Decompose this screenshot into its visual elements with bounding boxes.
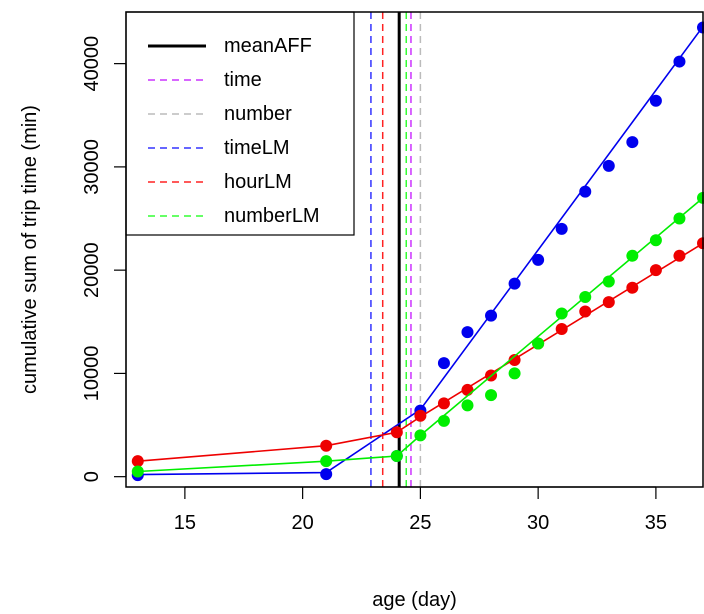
series-0-point-11	[602, 159, 615, 172]
y-tick-label-1: 10000	[81, 346, 103, 402]
series-1-point-3	[414, 409, 427, 422]
legend-label-2: number	[224, 103, 292, 125]
series-2-point-7	[508, 367, 521, 380]
series-0-point-5	[461, 326, 474, 339]
series-1-point-14	[673, 249, 686, 262]
series-1-point-12	[626, 281, 639, 294]
series-2-point-6	[485, 389, 498, 402]
x-tick-label-1: 20	[292, 512, 314, 534]
data-series	[131, 21, 704, 482]
series-0-point-4	[437, 357, 450, 370]
series-0-point-9	[555, 222, 568, 235]
y-axis-label: cumulative sum of trip time (min)	[19, 105, 41, 394]
x-tick-label-3: 30	[527, 512, 549, 534]
series-1-point-4	[437, 397, 450, 410]
series-2-point-5	[461, 399, 474, 412]
series-2-point-1	[320, 455, 333, 468]
x-axis: 15 20 25 30 35	[174, 486, 667, 534]
legend-label-3: timeLM	[224, 137, 290, 159]
legend: meanAFF time number timeLM hourLM numberLM	[125, 11, 355, 236]
series-1-point-9	[555, 323, 568, 336]
series-2-point-3	[414, 429, 427, 442]
series-0-point-1	[320, 468, 333, 481]
series-0-point-8	[532, 253, 545, 266]
series-0-point-13	[649, 94, 662, 107]
x-tick-label-0: 15	[174, 512, 196, 534]
series-2-point-8	[532, 337, 545, 350]
reference-lines	[370, 12, 422, 487]
y-tick-label-0: 0	[81, 471, 103, 482]
series-0-point-10	[579, 185, 592, 198]
series-1-point-13	[649, 264, 662, 277]
y-axis: 0 10000 20000 30000 40000	[81, 36, 127, 482]
series-1-point-0	[131, 455, 144, 468]
series-2-point-11	[602, 275, 615, 288]
legend-box	[125, 11, 355, 236]
y-tick-label-4: 40000	[81, 36, 103, 92]
series-2-point-0	[131, 465, 144, 478]
series-2-point-12	[626, 249, 639, 262]
series-2-point-2	[390, 450, 403, 463]
legend-label-1: time	[224, 69, 262, 91]
series-1-point-11	[602, 296, 615, 309]
series-0-point-6	[485, 309, 498, 322]
x-tick-label-4: 35	[645, 512, 667, 534]
legend-label-0: meanAFF	[224, 35, 312, 57]
series-0-point-14	[673, 55, 686, 68]
series-0-fit-line	[137, 25, 704, 476]
series-1-point-1	[320, 439, 333, 452]
series-2-point-10	[579, 291, 592, 303]
series-2-point-4	[437, 414, 450, 427]
y-tick-label-2: 20000	[81, 242, 103, 298]
y-tick-label-3: 30000	[81, 139, 103, 195]
x-tick-label-2: 25	[409, 512, 431, 534]
series-1-point-5	[461, 383, 474, 396]
series-1-point-10	[579, 305, 592, 318]
series-2-point-9	[555, 307, 568, 320]
series-2-point-14	[673, 212, 686, 225]
series-0-point-12	[626, 136, 639, 149]
series-1-point-7	[508, 353, 521, 366]
legend-label-5: numberLM	[224, 205, 320, 227]
x-axis-label: age (day)	[372, 589, 457, 611]
series-0-point-7	[508, 277, 521, 290]
series-2-point-13	[649, 234, 662, 247]
legend-label-4: hourLM	[224, 171, 292, 193]
series-1-point-2	[390, 426, 403, 439]
